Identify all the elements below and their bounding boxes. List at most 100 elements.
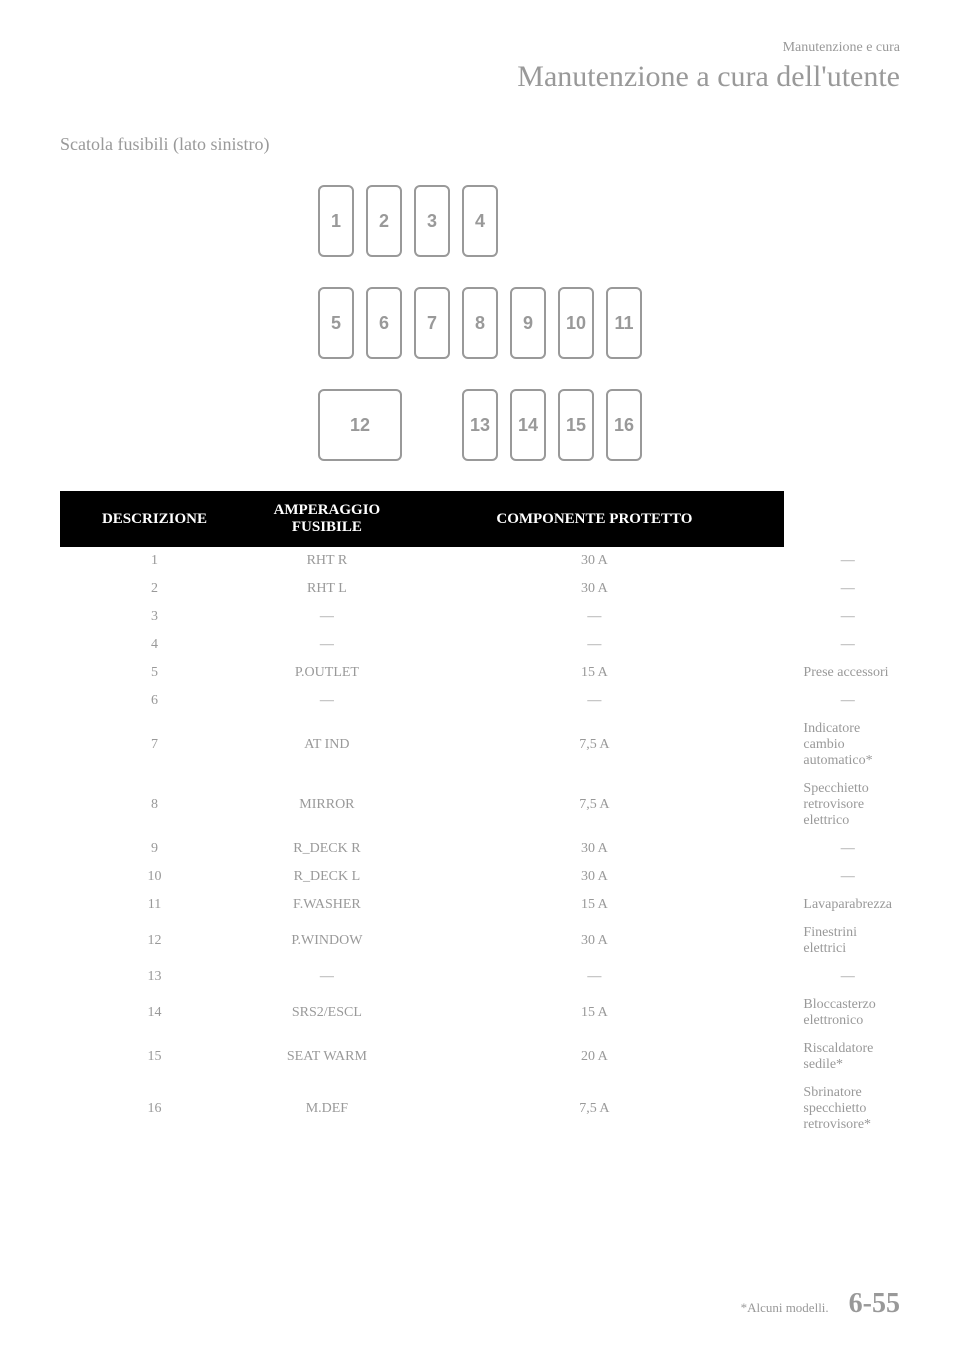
fuse-component: — xyxy=(783,575,900,603)
fuse-box: 5 xyxy=(318,287,354,359)
fuse-number: 8 xyxy=(61,775,249,835)
fuse-amperage: — xyxy=(405,603,783,631)
table-row: 9R_DECK R30 A— xyxy=(61,835,901,863)
fuse-amperage: 30 A xyxy=(405,863,783,891)
fuse-amperage: 7,5 A xyxy=(405,715,783,775)
fuse-component: — xyxy=(783,963,900,991)
table-row: 2RHT L30 A— xyxy=(61,575,901,603)
fuse-description: P.OUTLET xyxy=(248,659,405,687)
fuse-row-3: 12 13141516 xyxy=(318,389,642,461)
fuse-description: R_DECK R xyxy=(248,835,405,863)
fuse-number: 7 xyxy=(61,715,249,775)
fuse-component: — xyxy=(783,835,900,863)
fuse-amperage: 20 A xyxy=(405,1035,783,1079)
fuse-row-2: 567891011 xyxy=(318,287,642,359)
fuse-box: 3 xyxy=(414,185,450,257)
fuse-number: 11 xyxy=(61,891,249,919)
fuse-box: 9 xyxy=(510,287,546,359)
fuse-component: — xyxy=(783,687,900,715)
header-title: Manutenzione a cura dell'utente xyxy=(60,60,900,94)
fuse-number: 6 xyxy=(61,687,249,715)
fuse-component: Specchietto retrovisore elettrico xyxy=(783,775,900,835)
fuse-amperage: — xyxy=(405,631,783,659)
fuse-description: — xyxy=(248,603,405,631)
fuse-number: 12 xyxy=(61,919,249,963)
fuse-box: 15 xyxy=(558,389,594,461)
fuse-number: 3 xyxy=(61,603,249,631)
table-row: 16M.DEF7,5 ASbrinatore specchietto retro… xyxy=(61,1079,901,1139)
fuse-box: 13 xyxy=(462,389,498,461)
table-row: 5P.OUTLET15 APrese accessori xyxy=(61,659,901,687)
fuse-number: 4 xyxy=(61,631,249,659)
fuse-description: SRS2/ESCL xyxy=(248,991,405,1035)
fuse-description: — xyxy=(248,687,405,715)
table-row: 13——— xyxy=(61,963,901,991)
header-breadcrumb: Manutenzione e cura xyxy=(60,40,900,56)
fuse-box: 7 xyxy=(414,287,450,359)
fuse-box: 10 xyxy=(558,287,594,359)
fuse-component: — xyxy=(783,631,900,659)
fuse-number: 2 xyxy=(61,575,249,603)
table-row: 1RHT R30 A— xyxy=(61,547,901,576)
table-row: 8MIRROR7,5 ASpecchietto retrovisore elet… xyxy=(61,775,901,835)
fuse-box: 6 xyxy=(366,287,402,359)
fuse-number: 16 xyxy=(61,1079,249,1139)
fuse-amperage: 30 A xyxy=(405,547,783,576)
fuse-diagram: 1234 567891011 1213141516 xyxy=(60,185,900,461)
fuse-number: 9 xyxy=(61,835,249,863)
fuse-box: 1 xyxy=(318,185,354,257)
fuse-row-1: 1234 xyxy=(318,185,498,257)
page-header: Manutenzione e cura Manutenzione a cura … xyxy=(60,40,900,94)
fuse-component: Riscaldatore sedile* xyxy=(783,1035,900,1079)
fuse-component: Bloccasterzo elettronico xyxy=(783,991,900,1035)
fuse-amperage: 30 A xyxy=(405,919,783,963)
fuse-description: M.DEF xyxy=(248,1079,405,1139)
table-row: 3——— xyxy=(61,603,901,631)
table-row: 14SRS2/ESCL15 ABloccasterzo elettronico xyxy=(61,991,901,1035)
fuse-description: F.WASHER xyxy=(248,891,405,919)
fuse-number: 1 xyxy=(61,547,249,576)
footer-note: *Alcuni modelli. xyxy=(741,1300,829,1316)
fuse-box: 4 xyxy=(462,185,498,257)
fuse-description: R_DECK L xyxy=(248,863,405,891)
fuse-component: Sbrinatore specchietto retrovisore* xyxy=(783,1079,900,1139)
fuse-component: Lavaparabrezza xyxy=(783,891,900,919)
table-header-comp: COMPONENTE PROTETTO xyxy=(405,492,783,547)
fuse-description: MIRROR xyxy=(248,775,405,835)
table-row: 10R_DECK L30 A— xyxy=(61,863,901,891)
fuse-number: 14 xyxy=(61,991,249,1035)
fuse-component: Indicatore cambio automatico* xyxy=(783,715,900,775)
fuse-box: 11 xyxy=(606,287,642,359)
fuse-table: DESCRIZIONE AMPERAGGIO FUSIBILE COMPONEN… xyxy=(60,491,900,1139)
fuse-description: P.WINDOW xyxy=(248,919,405,963)
table-header-desc: DESCRIZIONE xyxy=(61,492,249,547)
fuse-description: RHT L xyxy=(248,575,405,603)
fuse-amperage: 15 A xyxy=(405,659,783,687)
fuse-box: 16 xyxy=(606,389,642,461)
fuse-box: 14 xyxy=(510,389,546,461)
fuse-number: 15 xyxy=(61,1035,249,1079)
fuse-number: 5 xyxy=(61,659,249,687)
fuse-component: Prese accessori xyxy=(783,659,900,687)
table-row: 11F.WASHER15 ALavaparabrezza xyxy=(61,891,901,919)
fuse-description: — xyxy=(248,963,405,991)
table-row: 15SEAT WARM20 ARiscaldatore sedile* xyxy=(61,1035,901,1079)
fuse-box: 12 xyxy=(318,389,402,461)
fuse-component: — xyxy=(783,603,900,631)
fuse-description: SEAT WARM xyxy=(248,1035,405,1079)
fuse-number: 10 xyxy=(61,863,249,891)
fuse-description: — xyxy=(248,631,405,659)
fuse-description: AT IND xyxy=(248,715,405,775)
fuse-amperage: 30 A xyxy=(405,575,783,603)
fuse-amperage: 30 A xyxy=(405,835,783,863)
page-footer: *Alcuni modelli. 6-55 xyxy=(741,1288,900,1320)
fuse-amperage: 7,5 A xyxy=(405,1079,783,1139)
fuse-description: RHT R xyxy=(248,547,405,576)
table-header-amp: AMPERAGGIO FUSIBILE xyxy=(248,492,405,547)
fuse-box: 8 xyxy=(462,287,498,359)
section-subtitle: Scatola fusibili (lato sinistro) xyxy=(60,134,900,155)
fuse-component: — xyxy=(783,863,900,891)
fuse-component: Finestrini elettrici xyxy=(783,919,900,963)
page-number: 6-55 xyxy=(849,1288,900,1320)
fuse-box: 2 xyxy=(366,185,402,257)
